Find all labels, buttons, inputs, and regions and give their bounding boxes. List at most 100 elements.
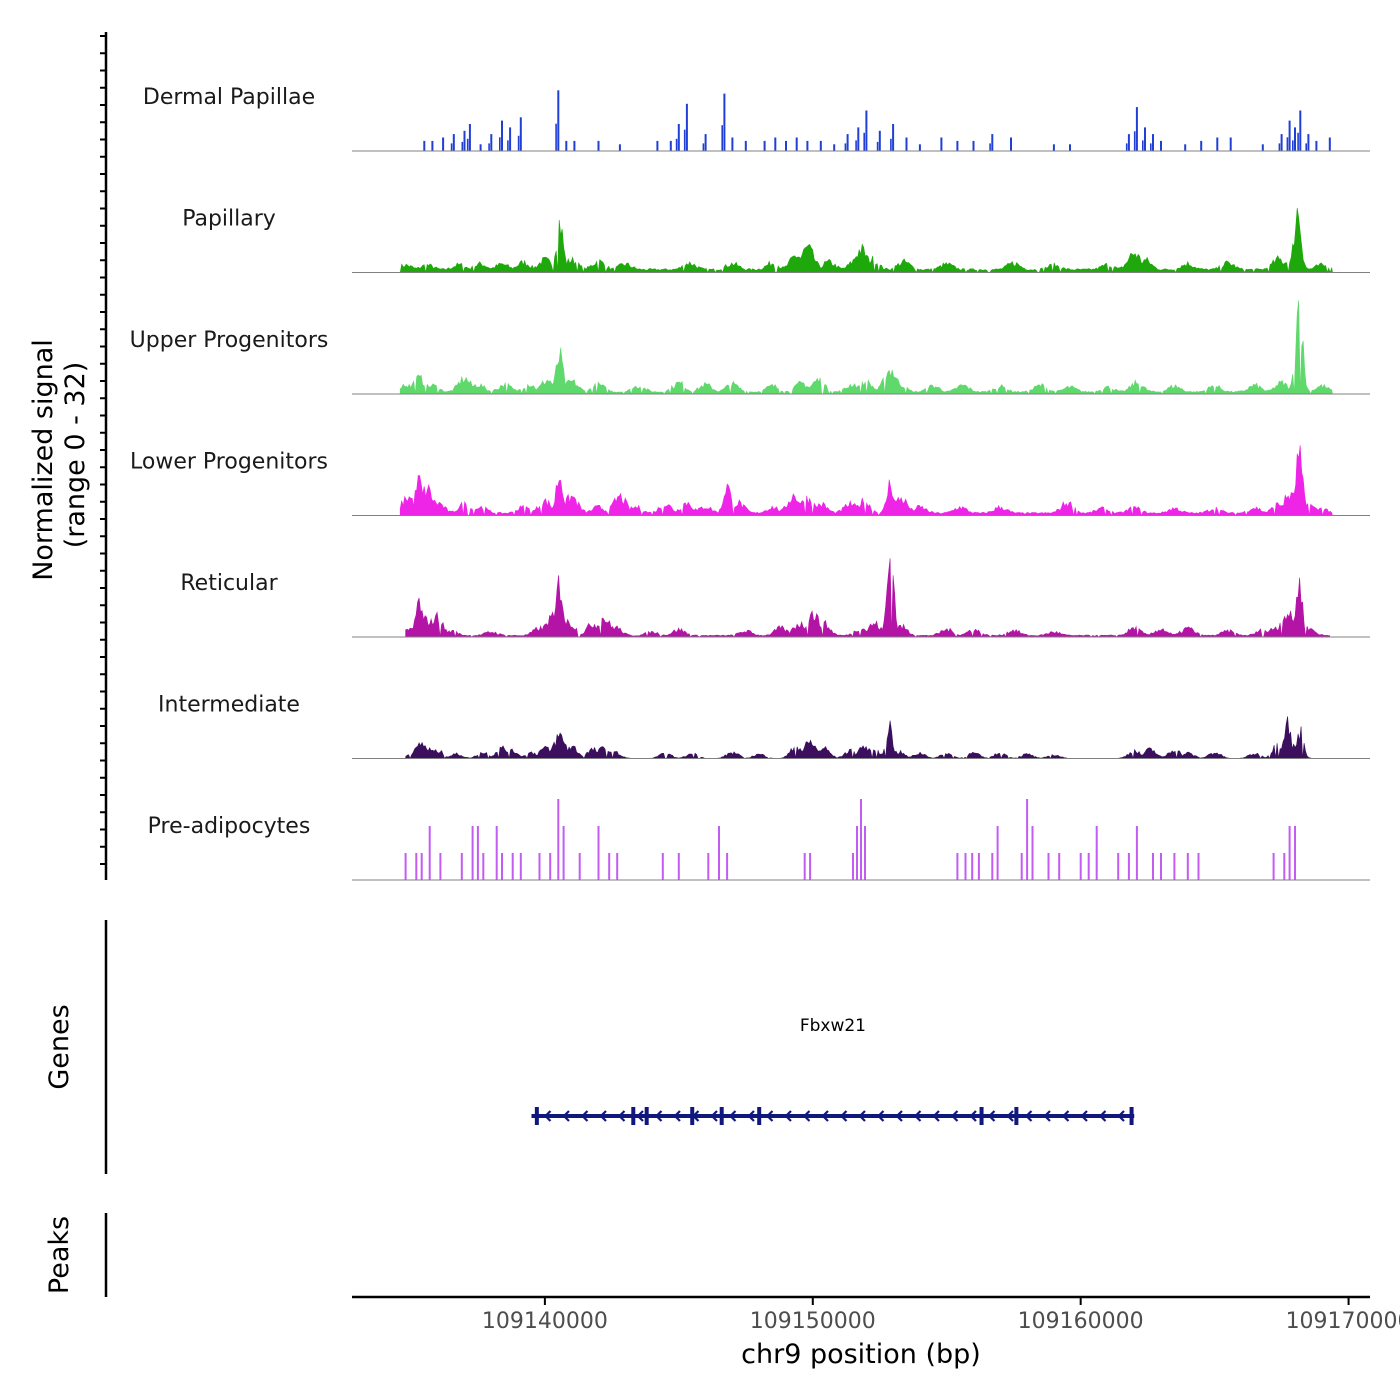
signal-bar xyxy=(511,853,514,880)
signal-bar xyxy=(468,124,471,151)
signal-bar xyxy=(557,799,560,880)
signal-bar xyxy=(977,853,980,880)
signal-bar xyxy=(420,853,423,880)
signal-bar xyxy=(1058,853,1061,880)
track-reticular: Reticular xyxy=(180,558,1370,639)
signal-bar xyxy=(1294,127,1296,151)
exon xyxy=(1129,1107,1134,1125)
strand-arrow xyxy=(1024,1110,1033,1122)
signal-bar xyxy=(972,140,975,151)
signal-bar xyxy=(501,853,503,880)
x-axis-tick-label: 109150000 xyxy=(750,1309,876,1334)
signal-bar xyxy=(718,826,720,880)
signal-bar xyxy=(466,138,469,151)
signal-bar xyxy=(565,140,568,151)
signal-bar xyxy=(1294,826,1296,880)
signal-bar xyxy=(860,799,862,880)
signal-bar xyxy=(989,143,991,151)
signal-bar xyxy=(1079,853,1082,880)
signal-bar xyxy=(549,853,552,880)
track-label: Pre-adipocytes xyxy=(148,814,311,839)
signal-bar xyxy=(996,826,999,880)
strand-arrow xyxy=(728,1110,737,1122)
strand-arrow xyxy=(599,1110,607,1122)
exon xyxy=(690,1107,695,1125)
signal-bar xyxy=(1197,853,1200,880)
signal-bar xyxy=(890,138,892,151)
signal-bar xyxy=(864,826,866,880)
strand-arrow xyxy=(580,1110,589,1122)
signal-bar xyxy=(661,853,664,880)
signal-bar xyxy=(1229,137,1232,151)
signal-bar xyxy=(597,826,600,880)
signal-bar xyxy=(1047,853,1050,880)
track-label: Intermediate xyxy=(158,693,300,718)
signal-bar xyxy=(495,826,498,880)
signal-bar xyxy=(578,853,581,880)
signal-bar xyxy=(833,144,836,152)
signal-bar xyxy=(1087,853,1090,880)
signal-bar xyxy=(726,853,729,880)
signal-bar xyxy=(507,140,509,151)
signal-bar xyxy=(1216,137,1219,151)
signal-bar xyxy=(809,853,812,880)
signal-bar xyxy=(685,103,688,152)
x-axis-title: chr9 position (bp) xyxy=(741,1339,981,1370)
signal-bar xyxy=(555,123,557,151)
peaks-panel-title: Peaks xyxy=(44,1216,75,1294)
strand-arrow xyxy=(895,1110,903,1122)
y-axis-title-line1: Normalized signal xyxy=(28,339,59,581)
signal-area xyxy=(399,300,1333,396)
signal-bar xyxy=(1127,134,1130,151)
strand-arrow xyxy=(913,1110,922,1122)
signal-bar xyxy=(1292,140,1294,151)
signal-bar xyxy=(442,137,445,151)
signal-bar xyxy=(562,826,565,880)
exon xyxy=(757,1107,762,1125)
signal-bar xyxy=(573,140,576,151)
signal-bar xyxy=(616,853,619,880)
signal-bar xyxy=(431,140,434,151)
strand-arrow xyxy=(673,1110,681,1122)
strand-arrow xyxy=(950,1110,959,1122)
signal-bar xyxy=(509,127,512,151)
signal-bar xyxy=(857,127,860,151)
signal-bar xyxy=(806,140,809,151)
y-axis-title-line2: (range 0 - 32) xyxy=(60,362,91,549)
strand-arrow xyxy=(765,1110,774,1122)
signal-bar xyxy=(1278,143,1281,151)
signal-bar xyxy=(1117,853,1120,880)
exon xyxy=(1014,1107,1019,1125)
strand-arrow xyxy=(821,1110,829,1122)
x-axis-tick-label: 109140000 xyxy=(482,1309,608,1334)
signal-bar xyxy=(795,137,798,151)
signal-bar xyxy=(1095,826,1098,880)
signal-area xyxy=(399,207,1333,274)
signal-bar xyxy=(669,140,672,151)
signal-bar xyxy=(677,853,680,880)
signal-bar xyxy=(1142,140,1144,151)
strand-arrow xyxy=(1061,1110,1070,1122)
signal-tracks: Dermal Papillae Papillary Upper Progenitor… xyxy=(130,85,1370,881)
signal-bar xyxy=(1305,143,1307,151)
signal-bar xyxy=(852,853,854,880)
signal-bar xyxy=(461,141,464,151)
signal-bar xyxy=(1328,137,1331,151)
signal-bar xyxy=(1315,140,1318,151)
track-pre-adipocytes: Pre-adipocytes xyxy=(148,799,1370,881)
exon xyxy=(534,1107,539,1125)
strand-arrow xyxy=(617,1110,626,1122)
signal-bar xyxy=(892,124,895,151)
x-axis-tick-label: 109170000 xyxy=(1286,1309,1400,1334)
signal-bar xyxy=(863,132,865,151)
signal-bar xyxy=(865,110,868,151)
signal-bar xyxy=(844,143,847,151)
signal-bar xyxy=(450,143,453,151)
signal-bar xyxy=(918,144,921,152)
signal-bar xyxy=(675,138,678,151)
signal-bar xyxy=(428,826,431,880)
signal-bar xyxy=(876,141,879,151)
signal-bar xyxy=(774,137,777,151)
signal-bar xyxy=(463,130,466,152)
